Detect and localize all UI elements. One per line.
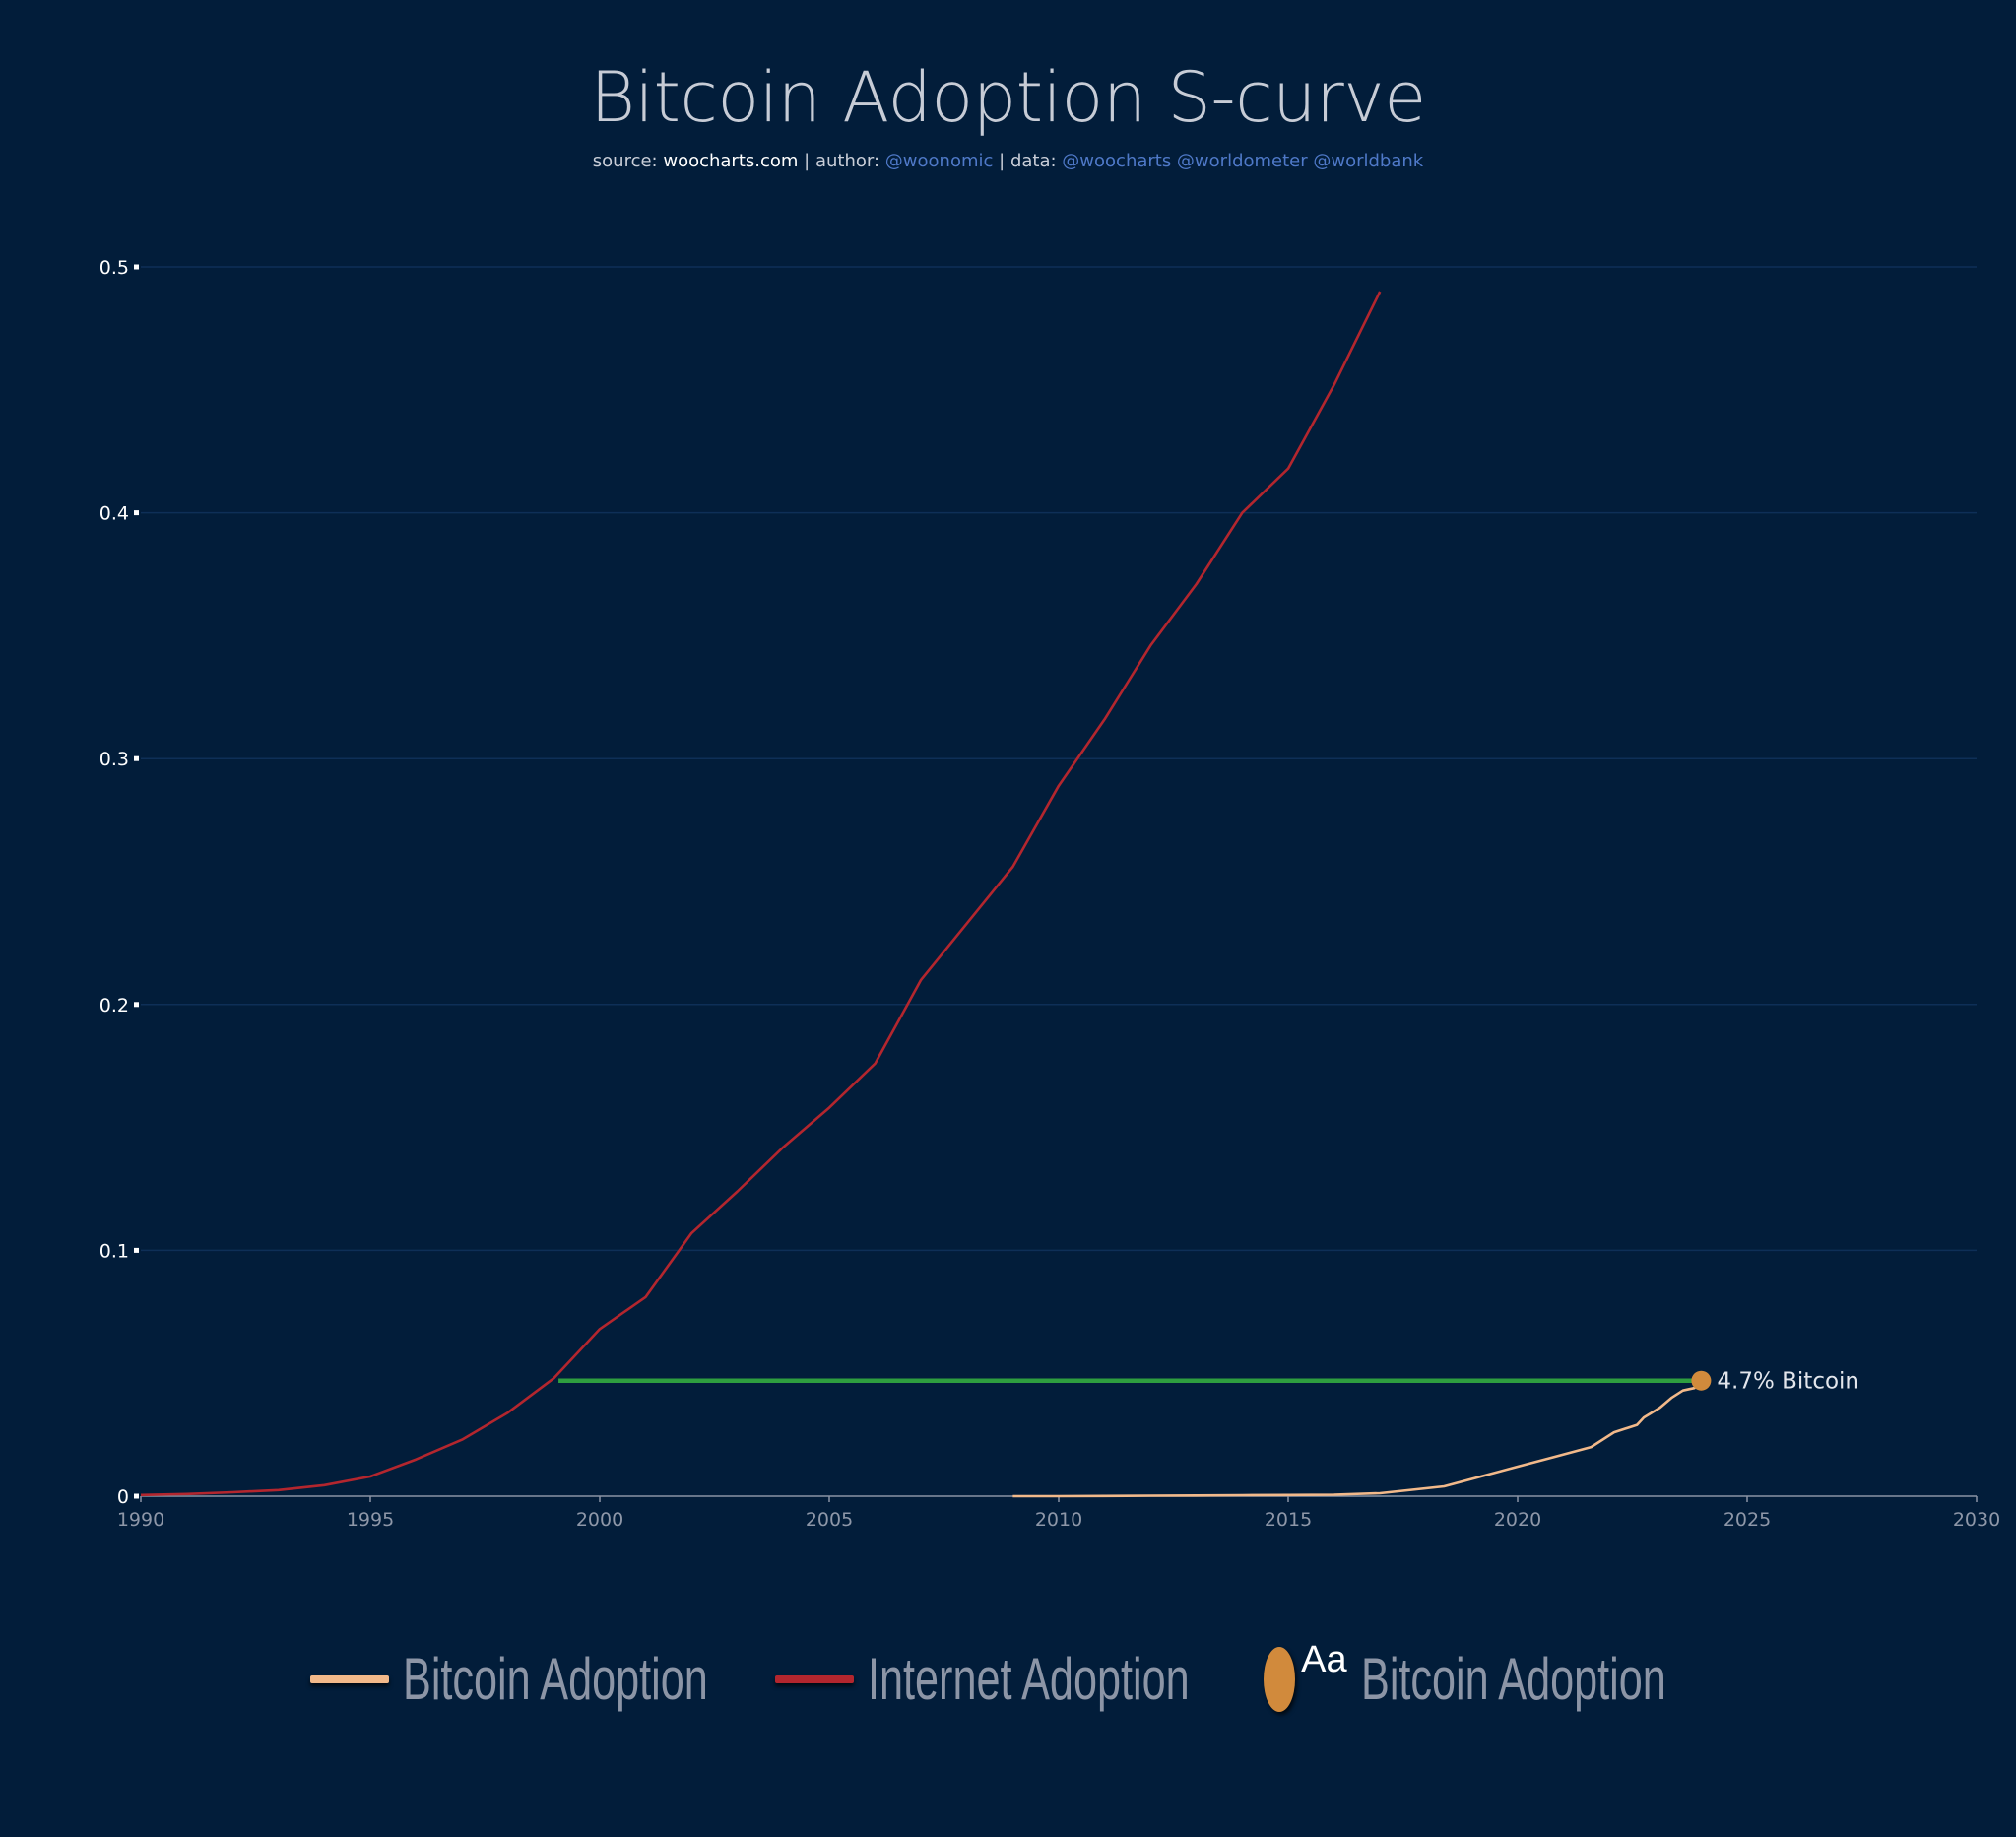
chart-legend: Bitcoin Adoption Internet Adoption Aa Bi…	[0, 1639, 2016, 1713]
y-tick-label: 0.3	[99, 749, 129, 770]
y-tick-label: 0.1	[99, 1240, 129, 1262]
y-tick-mark	[134, 1247, 139, 1253]
y-tick-mark	[134, 755, 139, 761]
y-tick-label: 0.4	[99, 503, 129, 525]
legend-item-internet[interactable]: Internet Adoption	[775, 1645, 1236, 1713]
x-tick-label: 2005	[806, 1509, 853, 1531]
author-label: author:	[814, 151, 880, 171]
x-tick-label: 1995	[347, 1509, 394, 1531]
x-tick-label: 2010	[1035, 1509, 1082, 1531]
x-tick-label: 2030	[1953, 1509, 2000, 1531]
legend-swatch-bitcoin	[310, 1674, 390, 1683]
legend-glyph-aa: Aa	[1301, 1639, 1347, 1680]
legend-swatch-internet	[775, 1674, 855, 1683]
subtitle-separator: |	[804, 151, 811, 171]
source-link[interactable]: woocharts.com	[663, 151, 799, 171]
x-tick-label: 2015	[1265, 1509, 1312, 1531]
data-links[interactable]: @woocharts @worldometer @worldbank	[1062, 151, 1424, 171]
chart-subtitle: source: woocharts.com | author: @woonomi…	[0, 151, 2016, 171]
chart-title: Bitcoin Adoption S-curve	[590, 57, 1426, 138]
y-tick-label: 0	[117, 1486, 129, 1508]
legend-item-bitcoin[interactable]: Bitcoin Adoption	[310, 1645, 748, 1713]
legend-item-bitcoin-marker[interactable]: Aa Bitcoin Adoption	[1264, 1639, 1706, 1713]
author-link[interactable]: @woonomic	[884, 151, 994, 171]
x-tick-label: 2025	[1723, 1509, 1771, 1531]
source-label: source:	[592, 151, 658, 171]
bitcoin-adoption-line	[1012, 1379, 1703, 1498]
legend-label-bitcoin-marker: Bitcoin Adoption	[1360, 1646, 1666, 1712]
y-tick-mark	[134, 510, 139, 516]
subtitle-separator: |	[999, 151, 1006, 171]
legend-label-internet: Internet Adoption	[868, 1646, 1191, 1712]
bitcoin-current-marker	[1691, 1370, 1712, 1391]
data-label: data:	[1009, 151, 1057, 171]
x-tick-label: 2000	[576, 1509, 623, 1531]
y-tick-mark	[134, 1493, 139, 1499]
legend-label-bitcoin: Bitcoin Adoption	[403, 1646, 708, 1712]
x-tick-label: 1990	[117, 1509, 164, 1531]
y-tick-label: 0.2	[99, 995, 129, 1017]
marker-label: 4.7% Bitcoin	[1717, 1369, 1859, 1395]
internet-adoption-line	[140, 291, 1382, 1497]
y-tick-mark	[134, 1002, 139, 1008]
x-tick-label: 2020	[1494, 1509, 1541, 1531]
legend-swatch-marker	[1264, 1646, 1296, 1712]
y-tick-label: 0.5	[99, 257, 129, 279]
y-tick-mark	[134, 264, 139, 270]
